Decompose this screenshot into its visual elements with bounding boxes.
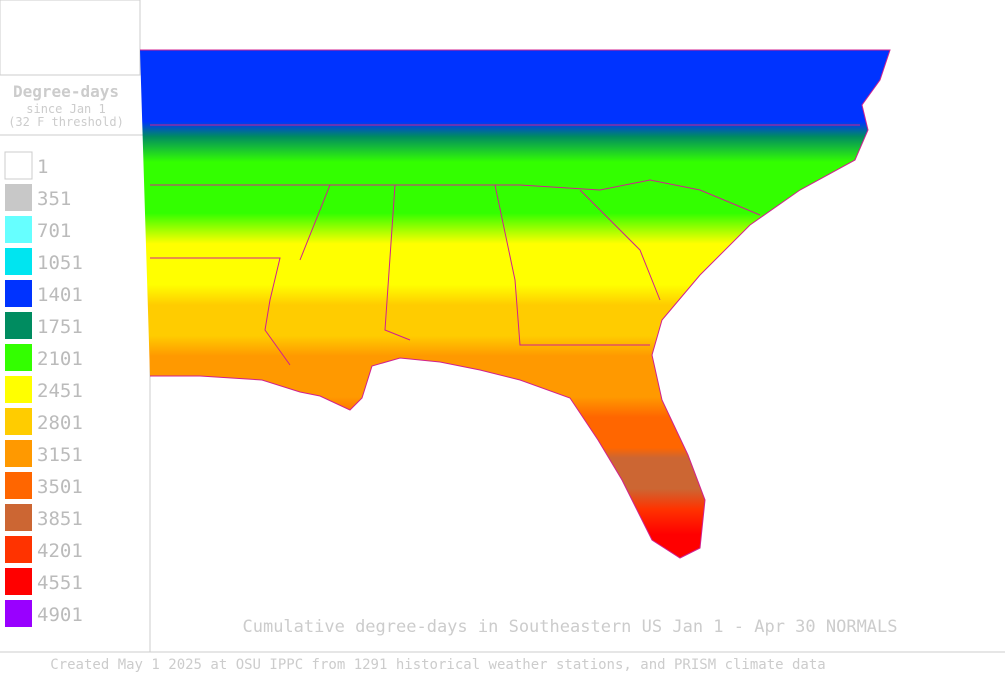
legend-swatch — [5, 440, 32, 467]
legend-label: 1 — [37, 156, 48, 178]
legend-swatch — [5, 408, 32, 435]
legend-swatch — [5, 216, 32, 243]
land — [140, 50, 890, 558]
legend-subtitle: since Jan 1 — [26, 102, 105, 116]
legend-label: 1401 — [37, 284, 83, 306]
legend-label: 1751 — [37, 316, 83, 338]
legend-swatch — [5, 344, 32, 371]
legend-label: 701 — [37, 220, 71, 242]
legend-swatch — [5, 312, 32, 339]
legend-label: 3851 — [37, 508, 83, 530]
coastline — [140, 49, 891, 559]
legend-label: 3151 — [37, 444, 83, 466]
legend-title: Degree-days — [13, 82, 119, 101]
legend-label: 4551 — [37, 572, 83, 594]
legend-swatch — [5, 376, 32, 403]
legend-swatch — [5, 504, 32, 531]
legend-threshold: (32 F threshold) — [8, 115, 124, 129]
legend-label: 4201 — [37, 540, 83, 562]
legend-swatch — [5, 600, 32, 627]
legend-swatch — [5, 536, 32, 563]
legend-swatch — [5, 472, 32, 499]
legend-swatch — [5, 568, 32, 595]
map-title: Cumulative degree-days in Southeastern U… — [242, 617, 897, 637]
legend-label: 2101 — [37, 348, 83, 370]
state-borders — [150, 124, 860, 366]
legend-label: 351 — [37, 188, 71, 210]
legend-label: 3501 — [37, 476, 83, 498]
corner-box — [0, 0, 141, 76]
legend-label: 4901 — [37, 604, 83, 626]
legend-label: 2451 — [37, 380, 83, 402]
legend-swatch — [5, 248, 32, 275]
legend-swatch — [5, 184, 32, 211]
footer: Created May 1 2025 at OSU IPPC from 1291… — [50, 657, 825, 673]
legend-swatch — [5, 280, 32, 307]
legend-label: 2801 — [37, 412, 83, 434]
legend-label: 1051 — [37, 252, 83, 274]
legend-swatch — [4, 151, 33, 180]
legend-items: 1 351 701 1051 1401 1751 2101 2451 2801 3151 3501 3… — [4, 151, 83, 627]
